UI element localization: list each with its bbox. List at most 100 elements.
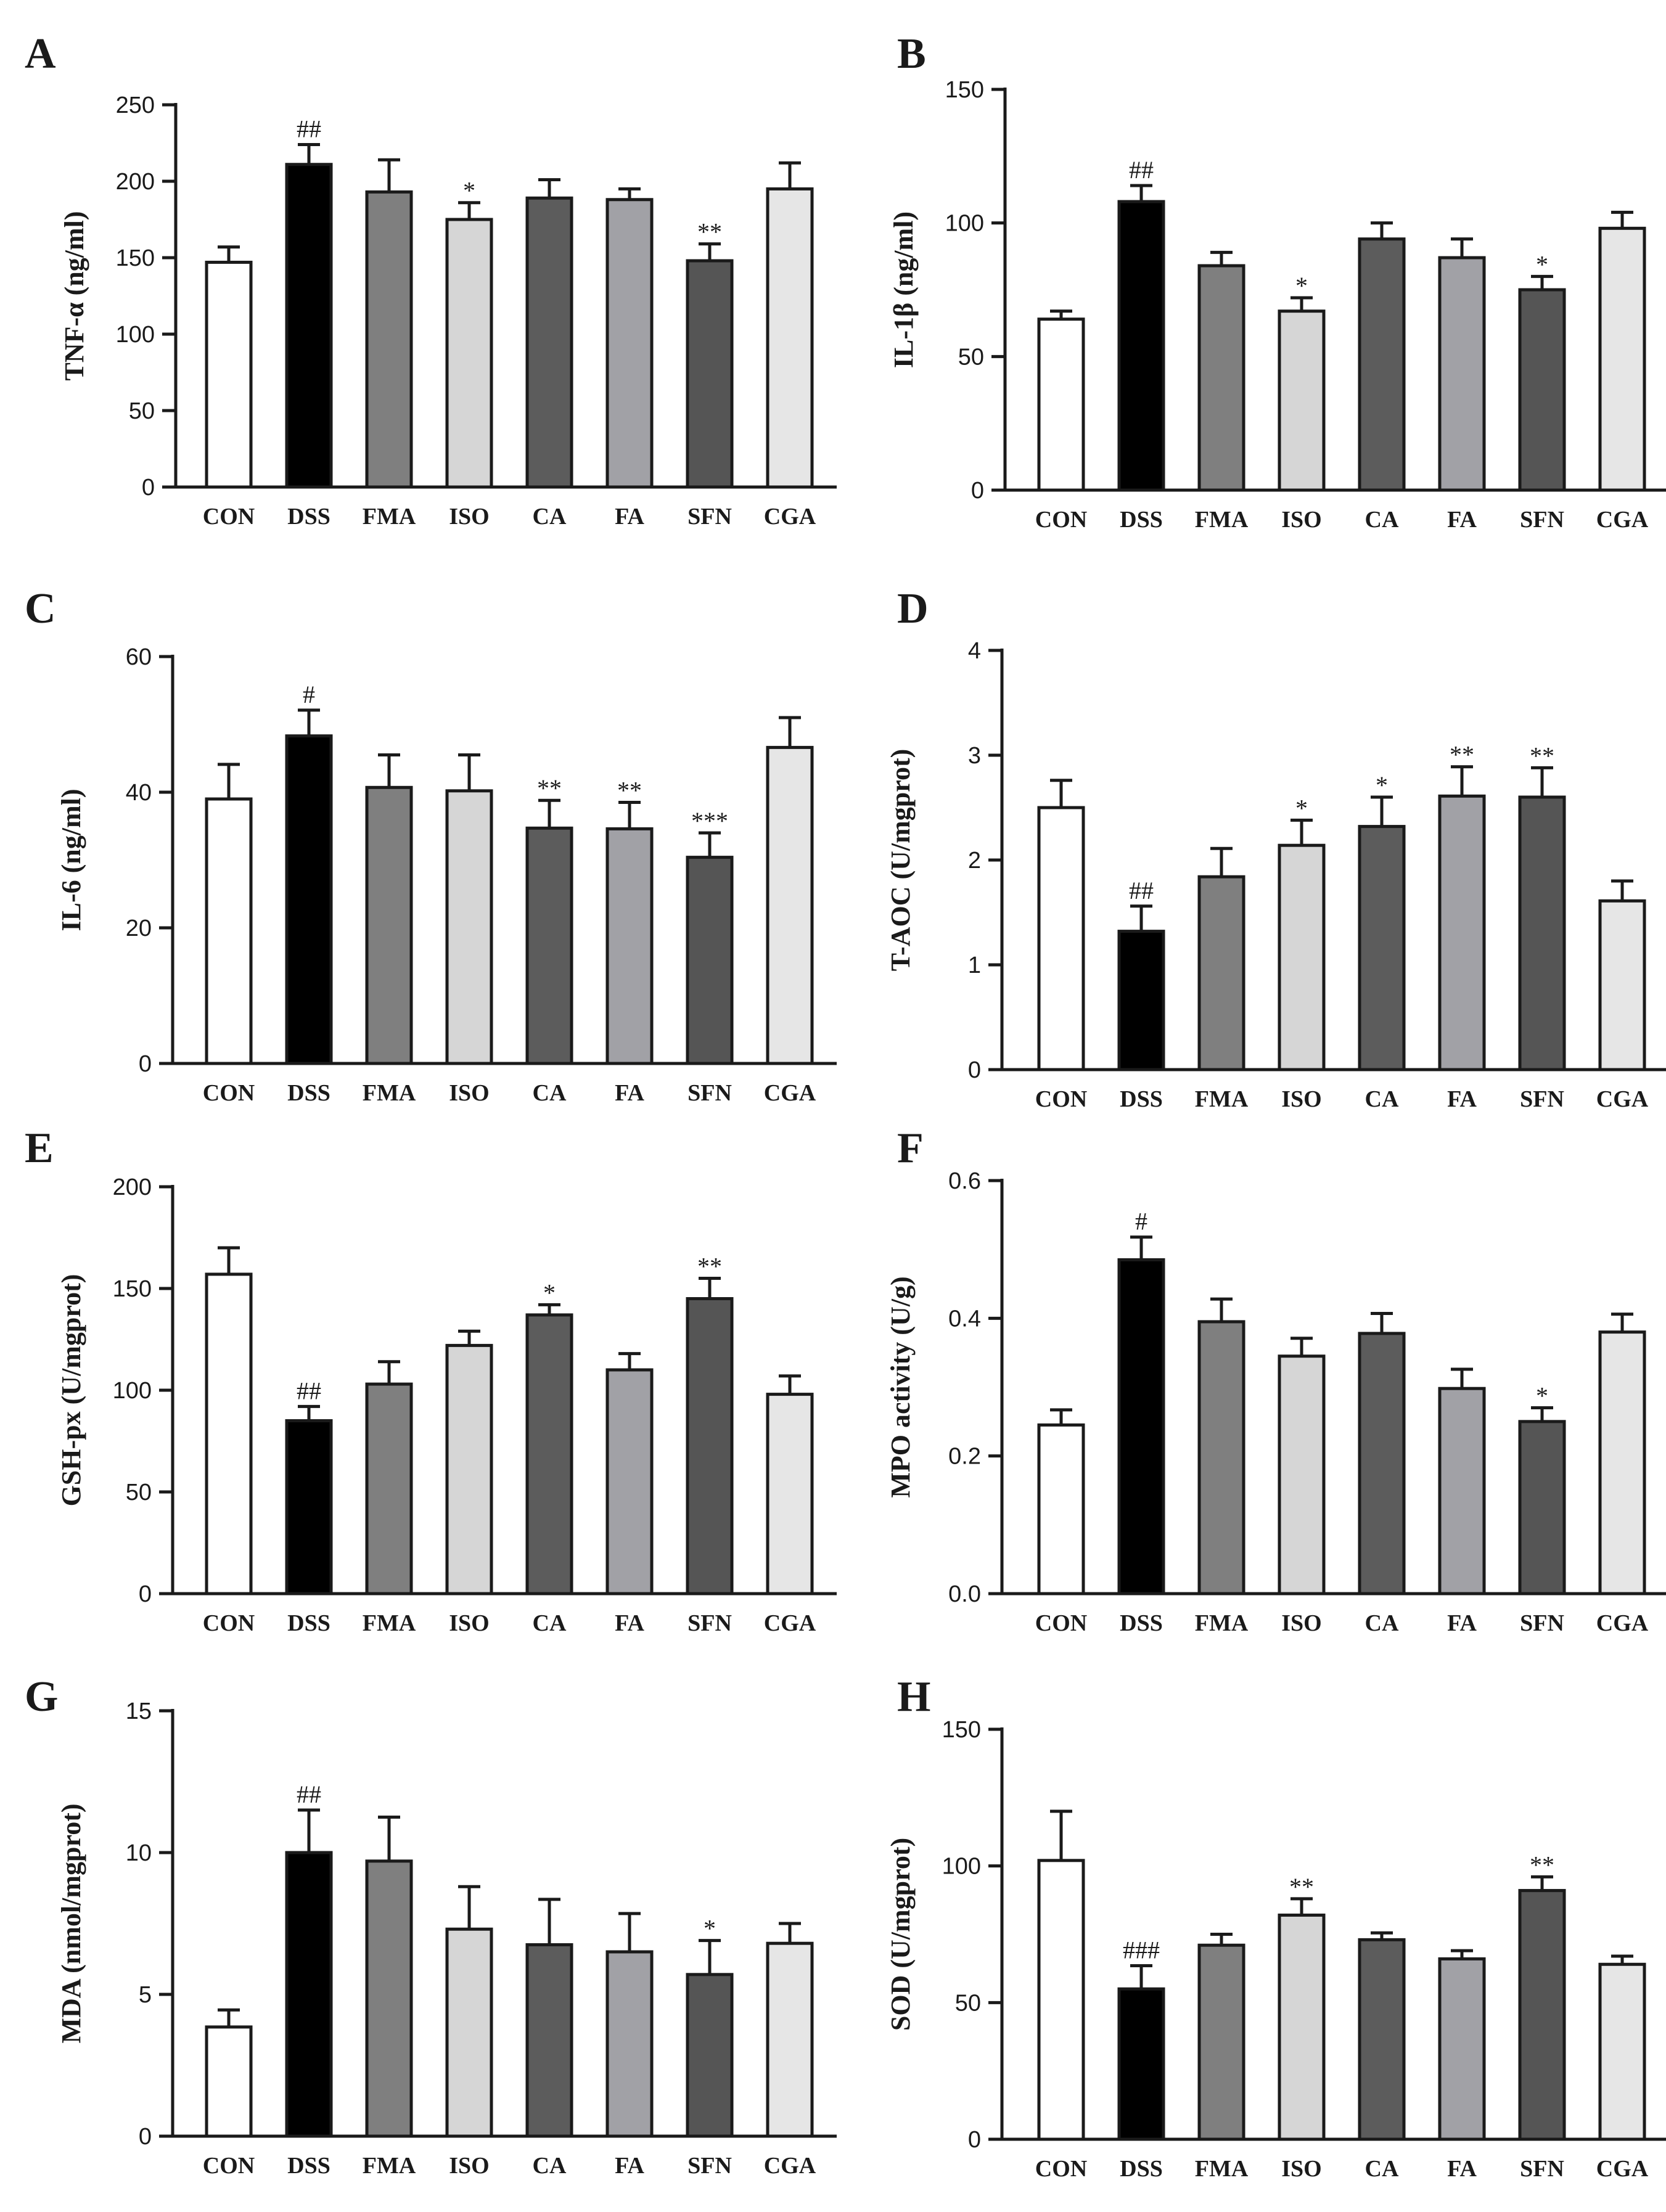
- y-tick-label: 150: [113, 1276, 152, 1302]
- bar-ca: [525, 196, 573, 489]
- significance-mark: *: [1295, 794, 1308, 822]
- panel-letter: E: [25, 1124, 54, 1172]
- bar-dss: [1117, 1987, 1165, 2141]
- x-tick-label: FA: [615, 2153, 644, 2179]
- x-tick-label: FA: [1447, 507, 1477, 533]
- significance-mark: **: [1530, 742, 1554, 769]
- x-tick-label: FA: [1447, 1610, 1477, 1636]
- significance-mark: **: [1530, 1851, 1554, 1878]
- x-tick-label: DSS: [1120, 507, 1163, 533]
- significance-mark: **: [1289, 1873, 1314, 1901]
- significance-mark: *: [463, 177, 475, 205]
- significance-mark: ##: [297, 1377, 321, 1404]
- significance-mark: ###: [1123, 1936, 1160, 1964]
- x-tick-label: SFN: [1520, 2156, 1564, 2182]
- y-axis-title: GSH-px (U/mgprot): [56, 1274, 86, 1507]
- y-tick-label: 50: [126, 1480, 152, 1505]
- y-tick-label: 20: [126, 916, 152, 941]
- x-tick-label: SFN: [687, 1080, 732, 1106]
- bar-con: [205, 2025, 253, 2138]
- bar-dss: [285, 1419, 333, 1596]
- significance-mark: **: [697, 1253, 722, 1280]
- x-tick-label: CA: [533, 1610, 567, 1636]
- x-tick-label: CA: [533, 504, 567, 530]
- x-tick-label: ISO: [449, 504, 489, 530]
- y-tick-label: 0: [968, 1057, 981, 1083]
- bar-dss: [285, 163, 333, 489]
- bar-fma: [365, 785, 413, 1065]
- y-tick-label: 15: [126, 1698, 152, 1724]
- panel-E: E GSH-px (U/mgprot) CON ## DSS FMA ISO * CA FA ** S…: [25, 1124, 837, 1636]
- y-tick-label: 5: [139, 1982, 152, 2008]
- bar-con: [1037, 1859, 1085, 2141]
- bar-con: [205, 260, 253, 489]
- bar-cga: [1598, 1330, 1646, 1596]
- significance-mark: *: [1295, 272, 1308, 300]
- y-tick-label: 100: [116, 322, 155, 348]
- panel-letter: G: [25, 1673, 58, 1721]
- y-tick-label: 0.4: [948, 1306, 981, 1332]
- x-tick-label: ISO: [1281, 507, 1321, 533]
- bar-ca: [1358, 1938, 1406, 2141]
- y-tick-label: 1: [968, 952, 981, 978]
- x-tick-label: CON: [1035, 507, 1087, 533]
- x-tick-label: DSS: [287, 504, 330, 530]
- bar-iso: [1278, 1913, 1326, 2141]
- bar-sfn: [686, 1973, 734, 2138]
- x-tick-label: CGA: [764, 1080, 816, 1106]
- y-axis-title: IL-1β (ng/ml): [888, 211, 919, 368]
- y-axis-title: MPO activity (U/g): [885, 1276, 916, 1497]
- significance-mark: ##: [1129, 877, 1154, 904]
- bar-dss: [285, 1851, 333, 2138]
- x-tick-label: CON: [1035, 1086, 1087, 1112]
- panel-letter: B: [897, 30, 926, 78]
- x-tick-label: CON: [203, 2153, 255, 2179]
- x-tick-label: FMA: [1195, 507, 1249, 533]
- x-tick-label: FMA: [1195, 2156, 1249, 2182]
- x-tick-label: CA: [533, 2153, 567, 2179]
- y-tick-label: 0: [139, 1051, 152, 1077]
- significance-mark: *: [704, 1915, 716, 1943]
- y-axis-title: MDA (nmol/mgprot): [56, 1803, 86, 2043]
- significance-mark: *: [1536, 250, 1548, 278]
- bar-fa: [605, 1368, 654, 1596]
- bar-fa: [605, 1950, 654, 2138]
- panel-letter: A: [25, 30, 56, 78]
- panel-letter: C: [25, 585, 56, 633]
- bar-fa: [1438, 1957, 1486, 2141]
- significance-mark: ***: [691, 807, 728, 835]
- bar-con: [205, 797, 253, 1065]
- y-tick-label: 150: [942, 1717, 981, 1743]
- bar-sfn: [1518, 1420, 1566, 1596]
- y-tick-label: 50: [958, 344, 984, 370]
- x-tick-label: SFN: [687, 504, 732, 530]
- x-tick-label: DSS: [1120, 1086, 1163, 1112]
- bar-ca: [525, 826, 573, 1065]
- x-tick-label: FMA: [363, 2153, 416, 2179]
- y-axis-title: IL-6 (ng/ml): [56, 789, 86, 932]
- bar-cga: [1598, 1962, 1646, 2141]
- x-tick-label: FA: [615, 1610, 644, 1636]
- significance-mark: *: [543, 1279, 556, 1306]
- bar-sfn: [1518, 795, 1566, 1071]
- bar-dss: [285, 734, 333, 1065]
- x-tick-label: ISO: [1281, 1086, 1321, 1112]
- x-tick-label: FMA: [363, 1610, 416, 1636]
- significance-mark: **: [1450, 741, 1474, 769]
- panel-letter: H: [897, 1673, 930, 1721]
- bar-sfn: [1518, 1889, 1566, 2141]
- x-tick-label: ISO: [449, 1080, 489, 1106]
- bar-con: [1037, 1423, 1085, 1596]
- y-tick-label: 100: [945, 211, 984, 237]
- x-tick-label: DSS: [287, 1610, 330, 1636]
- bar-ca: [1358, 825, 1406, 1071]
- bar-con: [1037, 317, 1085, 492]
- panel-G: G MDA (nmol/mgprot) CON ## DSS FMA ISO CA FA * SFN…: [25, 1673, 837, 2179]
- y-tick-label: 0: [139, 2124, 152, 2150]
- bar-fa: [605, 827, 654, 1065]
- significance-mark: **: [537, 774, 562, 802]
- significance-mark: *: [1536, 1382, 1548, 1410]
- x-tick-label: CA: [533, 1080, 567, 1106]
- y-tick-label: 40: [126, 780, 152, 806]
- y-tick-label: 0.2: [948, 1444, 981, 1470]
